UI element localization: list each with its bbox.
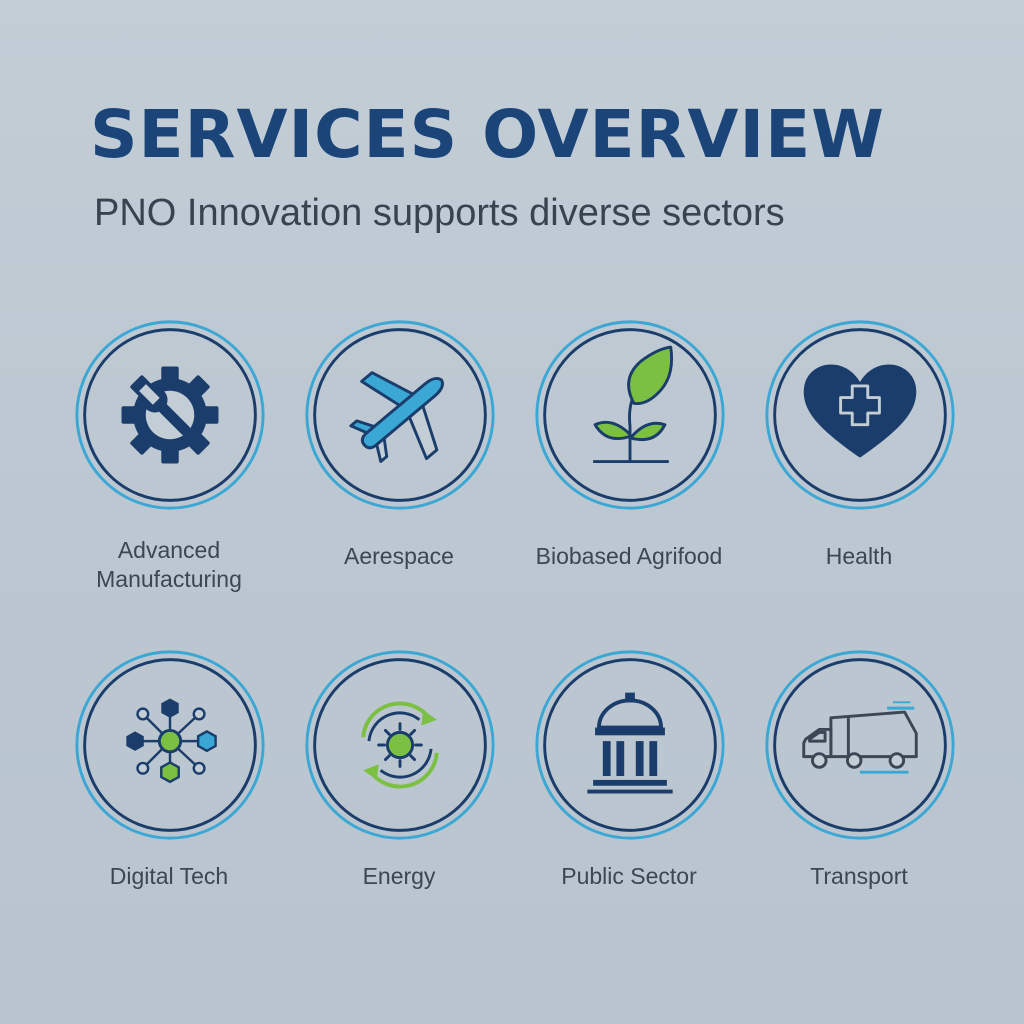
- sector-card-advanced-manufacturing[interactable]: Advanced Manufacturing: [59, 318, 279, 592]
- sector-label: Health: [825, 543, 893, 569]
- sector-card-digital-tech[interactable]: Digital Tech: [59, 648, 279, 908]
- sector-card-public-sector[interactable]: Public Sector: [519, 648, 739, 908]
- government-building-icon: [535, 650, 725, 840]
- sector-label: Transport: [810, 863, 908, 889]
- truck-icon: [765, 650, 955, 840]
- airplane-icon: [305, 320, 495, 510]
- sector-card-transport[interactable]: Transport: [749, 648, 969, 908]
- page-title: SERVICES OVERVIEW: [90, 96, 885, 173]
- sector-label: Public Sector: [561, 863, 697, 889]
- gear-wrench-icon: [75, 320, 265, 510]
- sector-label: Advanced Manufacturing: [96, 537, 242, 592]
- energy-cycle-icon: [305, 650, 495, 840]
- sector-card-energy[interactable]: Energy: [289, 648, 509, 908]
- network-nodes-icon: [75, 650, 265, 840]
- heart-cross-icon: [765, 320, 955, 510]
- sector-card-health[interactable]: Health: [749, 318, 969, 578]
- sector-card-biobased-agrifood[interactable]: Biobased Agrifood: [519, 318, 739, 578]
- sprout-icon: [535, 320, 725, 510]
- sector-card-aerespace[interactable]: Aerespace: [289, 318, 509, 578]
- sector-label: Aerespace: [344, 543, 454, 569]
- sector-label: Energy: [362, 863, 436, 889]
- page-subtitle: PNO Innovation supports diverse sectors: [94, 192, 785, 234]
- sector-label: Biobased Agrifood: [535, 543, 723, 569]
- sector-label: Digital Tech: [109, 863, 229, 889]
